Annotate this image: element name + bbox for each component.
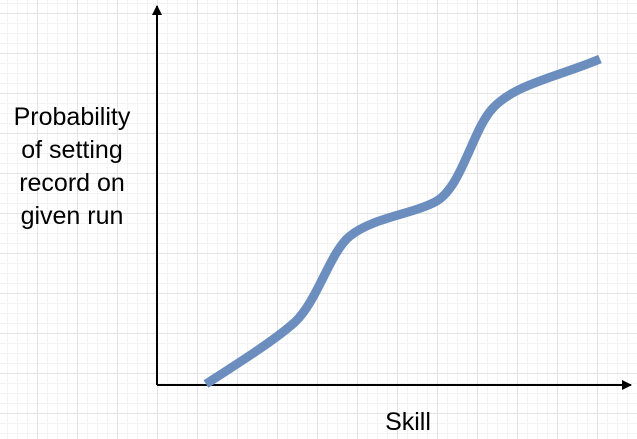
x-axis-label: Skill xyxy=(385,408,431,436)
y-axis-label-line-3: record on xyxy=(19,169,125,197)
y-axis-label: Probability of setting record on given r… xyxy=(0,101,144,233)
y-axis-label-line-1: Probability xyxy=(13,103,131,131)
y-axis-label-line-4: given run xyxy=(20,202,124,230)
y-axis-label-line-2: of setting xyxy=(21,136,123,164)
skill-curve xyxy=(203,54,602,388)
